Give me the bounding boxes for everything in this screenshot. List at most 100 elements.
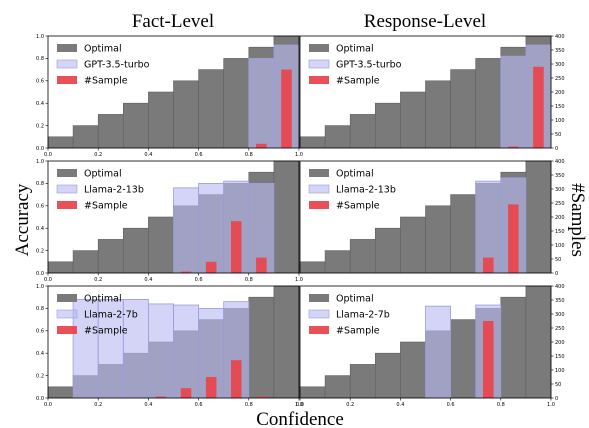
optimal-bar	[500, 296, 527, 399]
legend-swatch-optimal	[57, 294, 77, 302]
y2-tick-label: 200	[555, 215, 565, 221]
legend-label: #Sample	[336, 326, 380, 337]
x-tick-label: 0.4	[396, 402, 404, 408]
optimal-bar	[324, 125, 351, 149]
y2-tick-label: 200	[555, 340, 565, 346]
x-tick-label: 1.0	[295, 152, 303, 158]
legend-label: Optimal	[336, 294, 374, 305]
legend-label: Optimal	[84, 294, 122, 305]
y-tick-label: 0.0	[36, 396, 44, 402]
y2-tick-label: 250	[555, 326, 565, 332]
y2-tick-label: 350	[555, 48, 565, 54]
legend-swatch-model	[56, 59, 78, 69]
column-title-fact-level: Fact-Level	[132, 11, 214, 32]
panel-0-1: 0 50 100 150 200 250 300 350 400 Optimal GPT-3.5-t…	[299, 34, 565, 152]
sample-count-bar	[205, 377, 217, 398]
x-tick-label: 0.4	[144, 152, 152, 158]
y-tick-label: 1.0	[36, 34, 44, 40]
legend: Optimal Llama-2-7b #Sample	[308, 294, 390, 337]
y2-tick-label: 150	[555, 104, 565, 110]
y2-tick-label: 400	[555, 284, 565, 290]
x-tick-label: 0.2	[94, 152, 102, 158]
optimal-bar	[450, 194, 477, 274]
x-tick-label: 0.6	[447, 402, 455, 408]
optimal-bar	[525, 285, 552, 399]
legend-swatch-optimal	[309, 44, 329, 52]
y2-tick-label: 250	[555, 76, 565, 82]
axes-frame	[47, 285, 300, 399]
x-tick-label: 0.8	[497, 402, 505, 408]
sample-count-bar	[482, 257, 494, 273]
legend: Optimal Llama-2-13b #Sample	[56, 169, 144, 212]
model-accuracy-bar	[173, 187, 200, 274]
optimal-bar	[349, 364, 376, 399]
sample-count-bar	[180, 388, 192, 398]
x-tick-label: 1.0	[547, 402, 555, 408]
optimal-bar	[123, 102, 149, 149]
optimal-bar	[374, 102, 401, 149]
optimal-bar	[273, 160, 300, 274]
model-accuracy-bar	[248, 58, 275, 149]
optimal-bar	[324, 375, 351, 399]
sample-count-bar	[508, 146, 519, 148]
optimal-bar	[324, 250, 351, 274]
x-tick-label: 0.0	[44, 152, 52, 158]
legend-swatch-optimal	[309, 169, 329, 177]
legend-label: #Sample	[336, 76, 380, 87]
y2-tick-label: 350	[555, 173, 565, 179]
y2-tick-label: 300	[555, 187, 565, 193]
model-accuracy-bar	[173, 304, 200, 399]
optimal-bar	[299, 386, 326, 399]
legend-label: Llama-2-7b	[336, 310, 390, 321]
legend-swatch-optimal	[57, 44, 77, 52]
column-title-response-level: Response-Level	[364, 11, 486, 32]
optimal-bar	[148, 216, 174, 274]
legend-label: Llama-2-13b	[84, 185, 144, 196]
panel-1-0: 0.0 0.2 0.4 0.6 0.8 1.0 0.0 0.2 0.4 0.6 0.8 1.0 Opti…	[36, 159, 303, 283]
legend-label: Optimal	[84, 169, 122, 180]
optimal-bar	[97, 114, 124, 149]
legend-swatch-sample	[309, 76, 329, 84]
y2-tick-label: 150	[555, 229, 565, 235]
y-tick-label: 0.6	[36, 79, 44, 85]
panel-0-0: 0.0 0.2 0.4 0.6 0.8 1.0 0.0 0.2 0.4 0.6 0.8 1.0 Opti…	[36, 34, 303, 158]
y2-tick-label: 400	[555, 34, 565, 40]
legend-label: #Sample	[336, 201, 380, 212]
x-tick-label: 0.2	[94, 402, 102, 408]
optimal-bar	[450, 319, 477, 399]
sample-count-bar	[482, 321, 494, 398]
model-accuracy-bar	[198, 307, 225, 399]
panel-1-1: 0 50 100 150 200 250 300 350 400 Optimal Llama-2-1…	[299, 159, 565, 277]
optimal-bar	[425, 80, 451, 149]
model-accuracy-bar	[500, 55, 527, 149]
y-tick-label: 0.4	[36, 351, 44, 357]
axes-frame	[47, 35, 300, 149]
legend-swatch-model	[308, 184, 330, 194]
legend-swatch-model	[56, 309, 78, 319]
optimal-bar	[425, 205, 451, 274]
optimal-bar	[47, 261, 74, 274]
model-accuracy-bar	[198, 182, 225, 274]
y2-tick-label: 200	[555, 90, 565, 96]
legend-swatch-model	[308, 309, 330, 319]
sample-count-bar	[230, 360, 242, 398]
y2-tick-label: 100	[555, 243, 565, 249]
y2-tick-label: 100	[555, 118, 565, 124]
legend-label: #Sample	[84, 326, 128, 337]
legend: Optimal GPT-3.5-turbo #Sample	[308, 44, 402, 87]
legend-label: Optimal	[336, 44, 374, 55]
y-tick-label: 0.4	[36, 226, 44, 232]
optimal-bar	[400, 341, 426, 399]
legend-label: Optimal	[336, 169, 374, 180]
model-accuracy-bar	[425, 305, 452, 399]
legend-swatch-sample	[57, 326, 77, 334]
optimal-bar	[475, 58, 502, 149]
sample-count-bar	[533, 66, 544, 148]
y-tick-label: 0.0	[36, 146, 44, 152]
y-tick-label: 0.2	[36, 373, 44, 379]
x-tick-label: 0.8	[245, 402, 253, 408]
optimal-bar	[299, 261, 326, 274]
legend: Optimal Llama-2-13b #Sample	[308, 169, 396, 212]
y2-tick-label: 50	[555, 132, 561, 138]
